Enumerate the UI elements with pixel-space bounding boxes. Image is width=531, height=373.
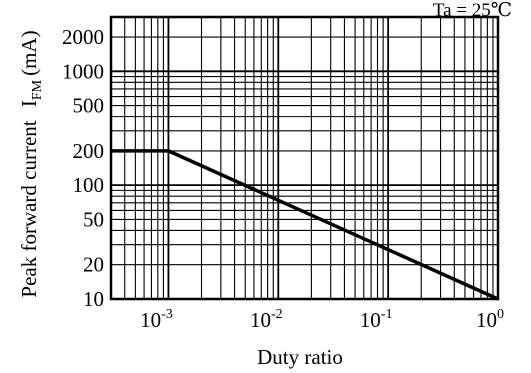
x-axis-label: Duty ratio — [257, 345, 343, 369]
y-tick-label: 20 — [83, 253, 104, 277]
x-tick-base: 10 — [360, 308, 381, 332]
y-axis-label: Peak forward current IFM (mA) — [17, 30, 45, 297]
y-tick-label: 10 — [83, 287, 104, 311]
x-tick-label: 10-3 — [140, 307, 173, 332]
x-tick-base: 10 — [476, 308, 497, 332]
x-tick-labels: 10-3 10-2 10-1 100 — [140, 307, 504, 332]
y-tick-labels: 10 20 50 100 200 500 1000 2000 — [62, 25, 104, 311]
y-tick-label: 2000 — [62, 25, 104, 49]
series-line — [111, 149, 499, 301]
x-tick-label: 100 — [476, 307, 504, 332]
x-tick-base: 10 — [140, 308, 161, 332]
y-tick-label: 100 — [73, 173, 105, 197]
y-tick-label: 1000 — [62, 59, 104, 83]
y-tick-label: 50 — [83, 207, 104, 231]
y-tick-label: 200 — [73, 139, 105, 163]
x-tick-label: 10-1 — [360, 307, 393, 332]
grid-lines — [110, 16, 499, 300]
plot-frame — [109, 15, 500, 301]
x-tick-exponent: -3 — [161, 307, 173, 322]
x-tick-exponent: -2 — [271, 307, 283, 322]
series-layer — [111, 149, 499, 301]
x-tick-base: 10 — [250, 308, 271, 332]
y-tick-label: 500 — [73, 94, 105, 118]
x-tick-label: 10-2 — [250, 307, 283, 332]
y-axis-label-unit: (mA) — [17, 30, 41, 76]
y-axis-label-subscript: FM — [30, 79, 45, 100]
y-axis-label-main: Peak forward current — [17, 120, 41, 297]
condition-label: Ta = 25℃ — [433, 0, 512, 21]
y-axis-label-symbol: I — [17, 100, 41, 107]
x-tick-exponent: -1 — [381, 307, 393, 322]
x-tick-exponent: 0 — [497, 307, 504, 322]
